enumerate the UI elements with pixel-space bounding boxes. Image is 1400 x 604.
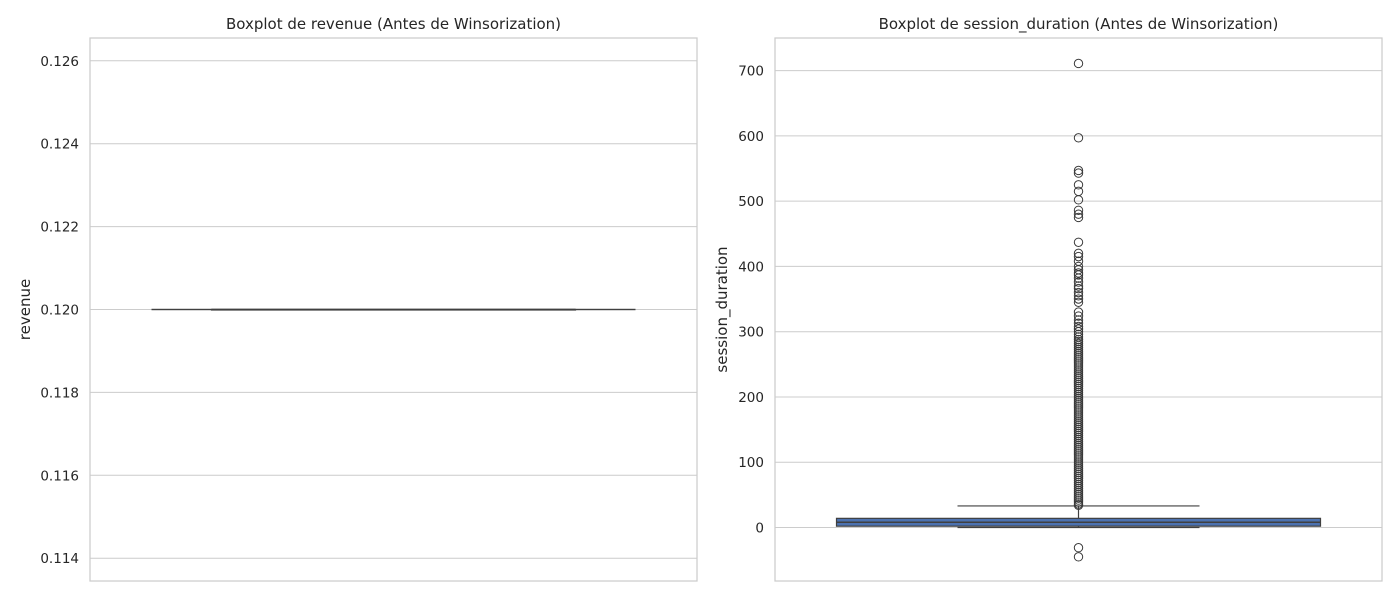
- outlier-point: [1073, 270, 1084, 280]
- y-tick-label: 100: [738, 455, 764, 471]
- y-tick-label: 200: [738, 390, 764, 406]
- chart-title: Boxplot de session_duration (Antes de Wi…: [879, 15, 1279, 34]
- outlier-point: [1073, 329, 1084, 340]
- outlier-point: [1073, 277, 1084, 287]
- outlier-point: [1073, 186, 1084, 197]
- outlier-point: [1073, 58, 1084, 69]
- outlier-point: [1073, 237, 1084, 247]
- outlier-point: [1073, 133, 1084, 143]
- outlier-point: [1073, 291, 1084, 301]
- y-axis-label: session_duration: [713, 246, 732, 372]
- outlier-point: [1073, 311, 1084, 321]
- outlier-point: [1073, 273, 1084, 283]
- outlier-point: [1073, 500, 1084, 510]
- axes-frame: [774, 37, 1383, 582]
- axes-frame: [89, 37, 698, 582]
- outlier-point: [1073, 307, 1084, 317]
- outlier-point: [1073, 180, 1084, 190]
- outlier-point: [1073, 205, 1084, 215]
- outlier-point: [1073, 168, 1084, 178]
- outlier-point: [1073, 251, 1084, 262]
- chart-title: Boxplot de revenue (Antes de Winsorizati…: [226, 15, 561, 33]
- revenue-boxplot-panel: 0.114 0.116 0.118 0.120 0.122 0.124 0.126 Boxpl…: [16, 15, 698, 582]
- outlier-point: [1073, 315, 1084, 325]
- session-duration-boxplot-panel: 0 100 200 300 400 500 600 700 Boxplot de session…: [713, 15, 1383, 582]
- y-tick-label: 0.118: [40, 385, 79, 401]
- outlier-point: [1073, 209, 1084, 219]
- outlier-point: [1073, 281, 1084, 291]
- outlier-point: [1073, 326, 1084, 337]
- outlier-point: [1073, 287, 1084, 298]
- y-axis-label: revenue: [16, 279, 34, 340]
- y-tick-label: 0.114: [40, 551, 79, 567]
- y-tick-label: 0.124: [40, 137, 79, 153]
- y-tick-label: 400: [738, 259, 764, 275]
- y-tick-label: 0.116: [40, 468, 79, 484]
- outlier-point: [1073, 283, 1084, 294]
- outlier-point: [1073, 165, 1084, 176]
- outlier-point: [1073, 552, 1084, 562]
- outlier-point: [1073, 294, 1084, 304]
- y-tick-label: 0.126: [40, 54, 79, 70]
- outlier-point: [1073, 195, 1084, 205]
- outlier-point: [1073, 324, 1084, 334]
- outlier-point: [1073, 321, 1084, 332]
- outlier-point: [1073, 248, 1084, 259]
- y-tick-label: 0.120: [40, 303, 79, 319]
- y-tick-label: 600: [738, 129, 764, 145]
- y-tick-label: 300: [738, 325, 764, 341]
- y-tick-label: 500: [738, 194, 764, 210]
- outlier-point: [1073, 297, 1084, 308]
- y-tick-label: 0: [755, 520, 764, 536]
- y-tick-label: 700: [738, 64, 764, 80]
- outlier-point: [1073, 212, 1084, 223]
- y-tick-label: 0.122: [40, 220, 79, 236]
- outlier-point: [1073, 543, 1084, 553]
